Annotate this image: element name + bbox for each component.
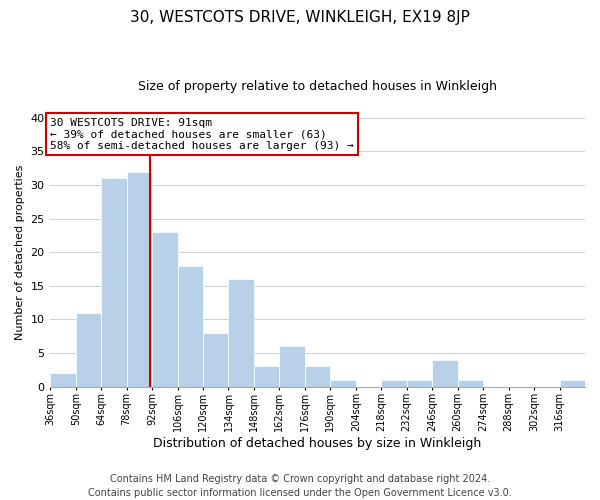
Bar (432, 360, 458, 386)
Bar (560, 380, 585, 386)
Bar (331, 380, 356, 386)
Bar (254, 366, 280, 386)
Bar (229, 279, 254, 386)
Bar (381, 380, 407, 386)
Bar (152, 232, 178, 386)
Bar (127, 172, 152, 386)
Bar (280, 346, 305, 387)
Text: 30, WESTCOTS DRIVE, WINKLEIGH, EX19 8JP: 30, WESTCOTS DRIVE, WINKLEIGH, EX19 8JP (130, 10, 470, 25)
Bar (50, 373, 76, 386)
Text: 30 WESTCOTS DRIVE: 91sqm
← 39% of detached houses are smaller (63)
58% of semi-d: 30 WESTCOTS DRIVE: 91sqm ← 39% of detach… (50, 118, 354, 151)
Bar (305, 366, 331, 386)
Text: Contains HM Land Registry data © Crown copyright and database right 2024.
Contai: Contains HM Land Registry data © Crown c… (88, 474, 512, 498)
Bar (76, 312, 101, 386)
Bar (203, 333, 229, 386)
X-axis label: Distribution of detached houses by size in Winkleigh: Distribution of detached houses by size … (154, 437, 482, 450)
Y-axis label: Number of detached properties: Number of detached properties (15, 164, 25, 340)
Bar (178, 266, 203, 386)
Title: Size of property relative to detached houses in Winkleigh: Size of property relative to detached ho… (138, 80, 497, 93)
Bar (458, 380, 483, 386)
Bar (101, 178, 127, 386)
Bar (407, 380, 432, 386)
